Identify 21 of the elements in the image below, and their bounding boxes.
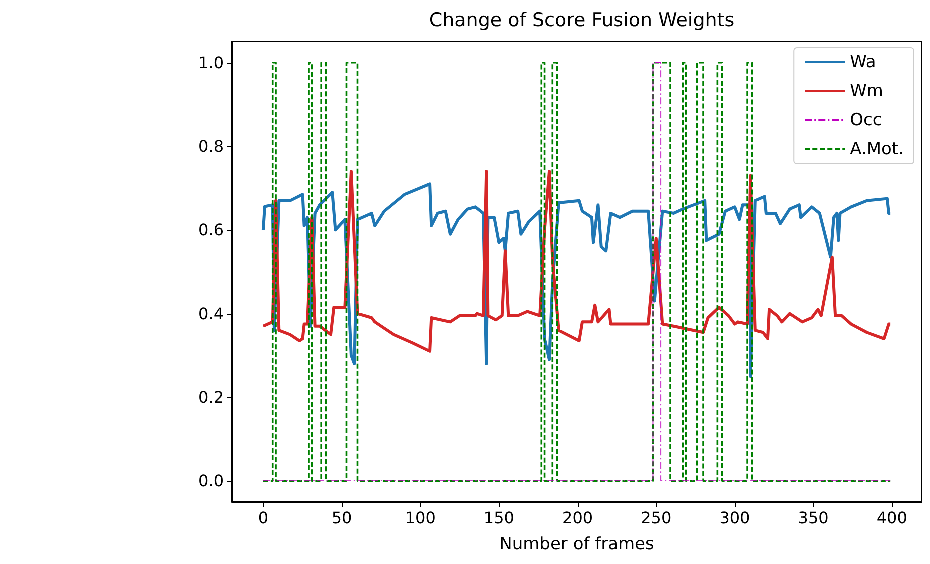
x-tick-label: 300 <box>720 508 750 528</box>
chart-title: Change of Score Fusion Weights <box>429 10 735 32</box>
x-axis-title: Number of frames <box>500 534 655 554</box>
y-tick-label: 0.2 <box>198 388 224 407</box>
x-tick-label: 350 <box>798 508 829 528</box>
x-tick-label: 400 <box>876 508 908 528</box>
y-tick-label: 0.0 <box>198 472 224 491</box>
legend-label: Occ <box>850 110 882 130</box>
x-tick-label: 0 <box>258 508 269 528</box>
y-tick-label: 0.8 <box>198 137 224 156</box>
x-tick-label: 100 <box>405 508 436 528</box>
legend-label: Wa <box>850 52 876 72</box>
legend-label: A.Mot. <box>850 140 904 160</box>
x-tick-label: 50 <box>332 508 352 528</box>
y-tick-label: 0.6 <box>198 220 224 240</box>
x-tick-label: 150 <box>484 508 514 528</box>
legend-label: Wm <box>850 82 884 102</box>
x-tick-label: 200 <box>562 508 594 528</box>
y-tick-label: 0.4 <box>198 304 224 324</box>
x-tick-label: 250 <box>641 508 672 528</box>
y-tick-label: 1.0 <box>198 53 224 72</box>
